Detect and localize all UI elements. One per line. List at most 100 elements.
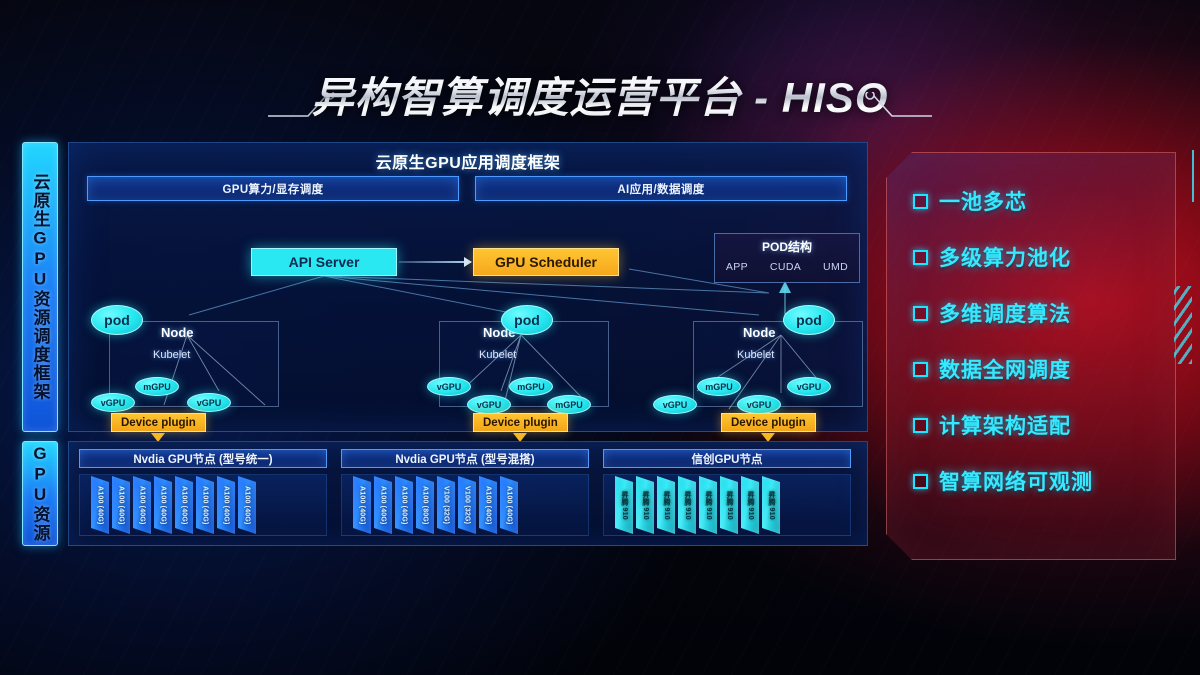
gpu-node-header-xinchuang[interactable]: 信创GPU节点 bbox=[603, 449, 851, 468]
gpu-card-label: A100 (40G) bbox=[243, 485, 251, 525]
gpu-card-label: 昇腾 910 bbox=[621, 490, 628, 520]
kubelet-label: Kubelet bbox=[737, 349, 775, 361]
node-group-3: Node Kubelet pod vGPU mGPU vGPU vGPU Dev… bbox=[653, 303, 881, 442]
node-title: Node bbox=[743, 325, 776, 340]
feature-label: 多维调度算法 bbox=[939, 303, 1071, 326]
gpu-node-header-nvidia-mixed[interactable]: Nvdia GPU节点 (型号混搭) bbox=[341, 449, 589, 468]
gpu-card[interactable]: A100 (40G) bbox=[479, 476, 497, 534]
gpu-card-label: A100 (40G) bbox=[180, 485, 188, 525]
checkbox-icon[interactable] bbox=[913, 362, 928, 377]
gpu-card[interactable]: A100 (40G) bbox=[133, 476, 151, 534]
gpu-node-header-nvidia-uniform[interactable]: Nvdia GPU节点 (型号统一) bbox=[79, 449, 327, 468]
device-plugin-arrow-icon bbox=[513, 433, 527, 442]
gpu-card[interactable]: A100 (40G) bbox=[175, 476, 193, 534]
gpu-card-label: A100 (40G) bbox=[138, 485, 146, 525]
feature-item-6[interactable]: 智算网络可观测 bbox=[913, 459, 1175, 503]
gpu-card[interactable]: A100 (40G) bbox=[196, 476, 214, 534]
gpu-card-stack-1: A100 (40G) A100 (40G) A100 (40G) A100 (40G)… bbox=[91, 476, 256, 534]
feature-item-1[interactable]: 一池多芯 bbox=[913, 179, 1175, 223]
vgpu-ellipse[interactable]: vGPU bbox=[737, 395, 781, 414]
gpu-card[interactable]: 昇腾 910 bbox=[741, 476, 759, 534]
sidebar-label-cloud-native-framework: 云原生GPU资源调度框架 bbox=[22, 142, 58, 432]
gpu-card[interactable]: A100 (40G) bbox=[500, 476, 518, 534]
gpu-card-label: A100 (40G) bbox=[358, 485, 366, 525]
gpu-card[interactable]: A100 (40G) bbox=[238, 476, 256, 534]
panel-corner-tick-decor bbox=[1184, 150, 1194, 202]
feature-label: 计算架构适配 bbox=[939, 415, 1071, 438]
vgpu-ellipse[interactable]: vGPU bbox=[787, 377, 831, 396]
pod-layer-app: APP bbox=[725, 261, 749, 273]
gpu-card[interactable]: 昇腾 910 bbox=[657, 476, 675, 534]
gpu-card-label: 昇腾 910 bbox=[726, 490, 733, 520]
checkbox-icon[interactable] bbox=[913, 418, 928, 433]
feature-label: 多级算力池化 bbox=[939, 247, 1071, 270]
vgpu-ellipse[interactable]: vGPU bbox=[467, 395, 511, 414]
vgpu-ellipse[interactable]: vGPU bbox=[653, 395, 697, 414]
vgpu-ellipse[interactable]: vGPU bbox=[91, 393, 135, 412]
gpu-card[interactable]: A100 (40G) bbox=[217, 476, 235, 534]
mgpu-ellipse[interactable]: mGPU bbox=[509, 377, 553, 396]
gpu-card[interactable]: V100 (32G) bbox=[437, 476, 455, 534]
kubelet-label: Kubelet bbox=[479, 349, 517, 361]
api-server-box[interactable]: API Server bbox=[251, 248, 397, 276]
device-plugin-box[interactable]: Device plugin bbox=[473, 413, 568, 432]
gpu-card-label: A100 (40G) bbox=[96, 485, 104, 525]
pod-ellipse[interactable]: pod bbox=[91, 305, 143, 335]
feature-item-5[interactable]: 计算架构适配 bbox=[913, 403, 1175, 447]
device-plugin-box[interactable]: Device plugin bbox=[721, 413, 816, 432]
pod-ellipse[interactable]: pod bbox=[501, 305, 553, 335]
gpu-card[interactable]: 昇腾 910 bbox=[699, 476, 717, 534]
gpu-card[interactable]: A100 (40G) bbox=[91, 476, 109, 534]
gpu-card-label: 昇腾 910 bbox=[663, 490, 670, 520]
pod-layer-umd: UMD bbox=[822, 261, 849, 273]
gpu-card[interactable]: V100 (32G) bbox=[458, 476, 476, 534]
checkbox-icon[interactable] bbox=[913, 250, 928, 265]
feature-item-4[interactable]: 数据全网调度 bbox=[913, 347, 1175, 391]
gpu-card[interactable]: A100 (40G) bbox=[395, 476, 413, 534]
checkbox-icon[interactable] bbox=[913, 306, 928, 321]
node-box bbox=[439, 321, 609, 407]
gpu-card-label: A100 (40G) bbox=[400, 485, 408, 525]
gpu-card[interactable]: A100 (40G) bbox=[154, 476, 172, 534]
vgpu-ellipse[interactable]: vGPU bbox=[187, 393, 231, 412]
gpu-card[interactable]: A100 (80G) bbox=[416, 476, 434, 534]
title-right-deco-icon bbox=[865, 92, 932, 117]
gpu-card[interactable]: A100 (40G) bbox=[353, 476, 371, 534]
sidebar-label-text: GPU资源 bbox=[30, 444, 50, 543]
pod-ellipse[interactable]: pod bbox=[783, 305, 835, 335]
feature-label: 智算网络可观测 bbox=[939, 471, 1093, 494]
feature-list: 一池多芯多级算力池化 多维调度算法数据全网调度计算架构适配 智算网络可观测 bbox=[913, 179, 1175, 503]
node-group-2: Node Kubelet pod vGPU vGPU mGPU mGPU Dev… bbox=[421, 303, 627, 442]
gpu-card-label: V100 (32G) bbox=[442, 485, 450, 525]
pod-layer-cuda: CUDA bbox=[769, 261, 802, 273]
mgpu-ellipse[interactable]: mGPU bbox=[135, 377, 179, 396]
gpu-card[interactable]: 昇腾 910 bbox=[720, 476, 738, 534]
checkbox-icon[interactable] bbox=[913, 194, 928, 209]
gpu-card[interactable]: 昇腾 910 bbox=[762, 476, 780, 534]
device-plugin-arrow-icon bbox=[151, 433, 165, 442]
gpu-card[interactable]: A100 (40G) bbox=[374, 476, 392, 534]
mgpu-ellipse[interactable]: mGPU bbox=[547, 395, 591, 414]
feature-item-2[interactable]: 多级算力池化 bbox=[913, 235, 1175, 279]
pod-structure-box: POD结构 APP CUDA UMD bbox=[714, 233, 860, 283]
gpu-card[interactable]: 昇腾 910 bbox=[636, 476, 654, 534]
device-plugin-box[interactable]: Device plugin bbox=[111, 413, 206, 432]
pill-gpu-compute-memory[interactable]: GPU算力/显存调度 bbox=[87, 176, 459, 201]
api-to-scheduler-arrow-icon bbox=[399, 257, 472, 267]
gpu-card[interactable]: 昇腾 910 bbox=[678, 476, 696, 534]
pill-ai-app-data[interactable]: AI应用/数据调度 bbox=[475, 176, 847, 201]
gpu-card[interactable]: 昇腾 910 bbox=[615, 476, 633, 534]
gpu-card[interactable]: A100 (40G) bbox=[112, 476, 130, 534]
vgpu-ellipse[interactable]: vGPU bbox=[427, 377, 471, 396]
features-panel: 一池多芯多级算力池化 多维调度算法数据全网调度计算架构适配 智算网络可观测 bbox=[886, 152, 1176, 560]
gpu-card-stack-2: A100 (40G) A100 (40G) A100 (40G) A100 (80G)… bbox=[353, 476, 518, 534]
gpu-card-label: A100 (40G) bbox=[201, 485, 209, 525]
mgpu-ellipse[interactable]: mGPU bbox=[697, 377, 741, 396]
gpu-card-label: A100 (40G) bbox=[379, 485, 387, 525]
feature-item-3[interactable]: 多维调度算法 bbox=[913, 291, 1175, 335]
node-group-1: Node Kubelet pod vGPU mGPU vGPU Device p… bbox=[91, 303, 297, 442]
gpu-scheduler-box[interactable]: GPU Scheduler bbox=[473, 248, 619, 276]
checkbox-icon[interactable] bbox=[913, 474, 928, 489]
framework-section-title: 云原生GPU应用调度框架 bbox=[375, 155, 561, 172]
